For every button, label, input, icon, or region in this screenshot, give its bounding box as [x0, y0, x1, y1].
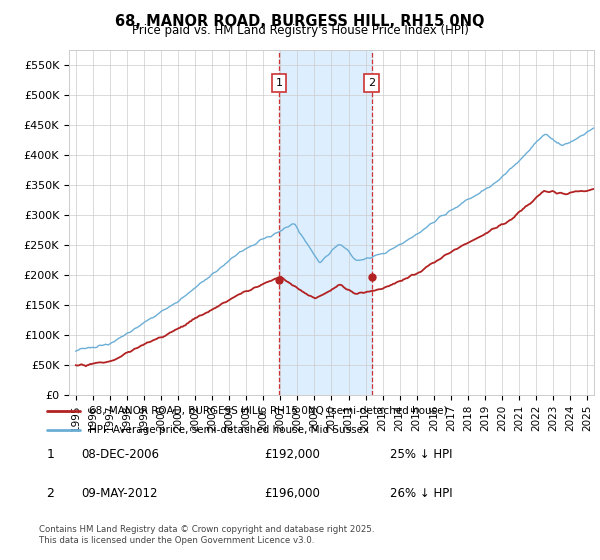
Text: HPI: Average price, semi-detached house, Mid Sussex: HPI: Average price, semi-detached house,… — [89, 424, 368, 435]
Text: £192,000: £192,000 — [264, 447, 320, 461]
Text: 08-DEC-2006: 08-DEC-2006 — [81, 447, 159, 461]
Text: £196,000: £196,000 — [264, 487, 320, 500]
Text: 2: 2 — [46, 487, 55, 500]
Text: 25% ↓ HPI: 25% ↓ HPI — [390, 447, 452, 461]
Text: Contains HM Land Registry data © Crown copyright and database right 2025.
This d: Contains HM Land Registry data © Crown c… — [39, 525, 374, 545]
Text: 68, MANOR ROAD, BURGESS HILL, RH15 0NQ (semi-detached house): 68, MANOR ROAD, BURGESS HILL, RH15 0NQ (… — [89, 405, 447, 416]
Text: Price paid vs. HM Land Registry's House Price Index (HPI): Price paid vs. HM Land Registry's House … — [131, 24, 469, 37]
Text: 2: 2 — [368, 78, 375, 88]
Text: 1: 1 — [46, 447, 55, 461]
Text: 26% ↓ HPI: 26% ↓ HPI — [390, 487, 452, 500]
Text: 1: 1 — [275, 78, 283, 88]
Text: 09-MAY-2012: 09-MAY-2012 — [81, 487, 157, 500]
Text: 68, MANOR ROAD, BURGESS HILL, RH15 0NQ: 68, MANOR ROAD, BURGESS HILL, RH15 0NQ — [115, 14, 485, 29]
Bar — [279, 50, 372, 395]
